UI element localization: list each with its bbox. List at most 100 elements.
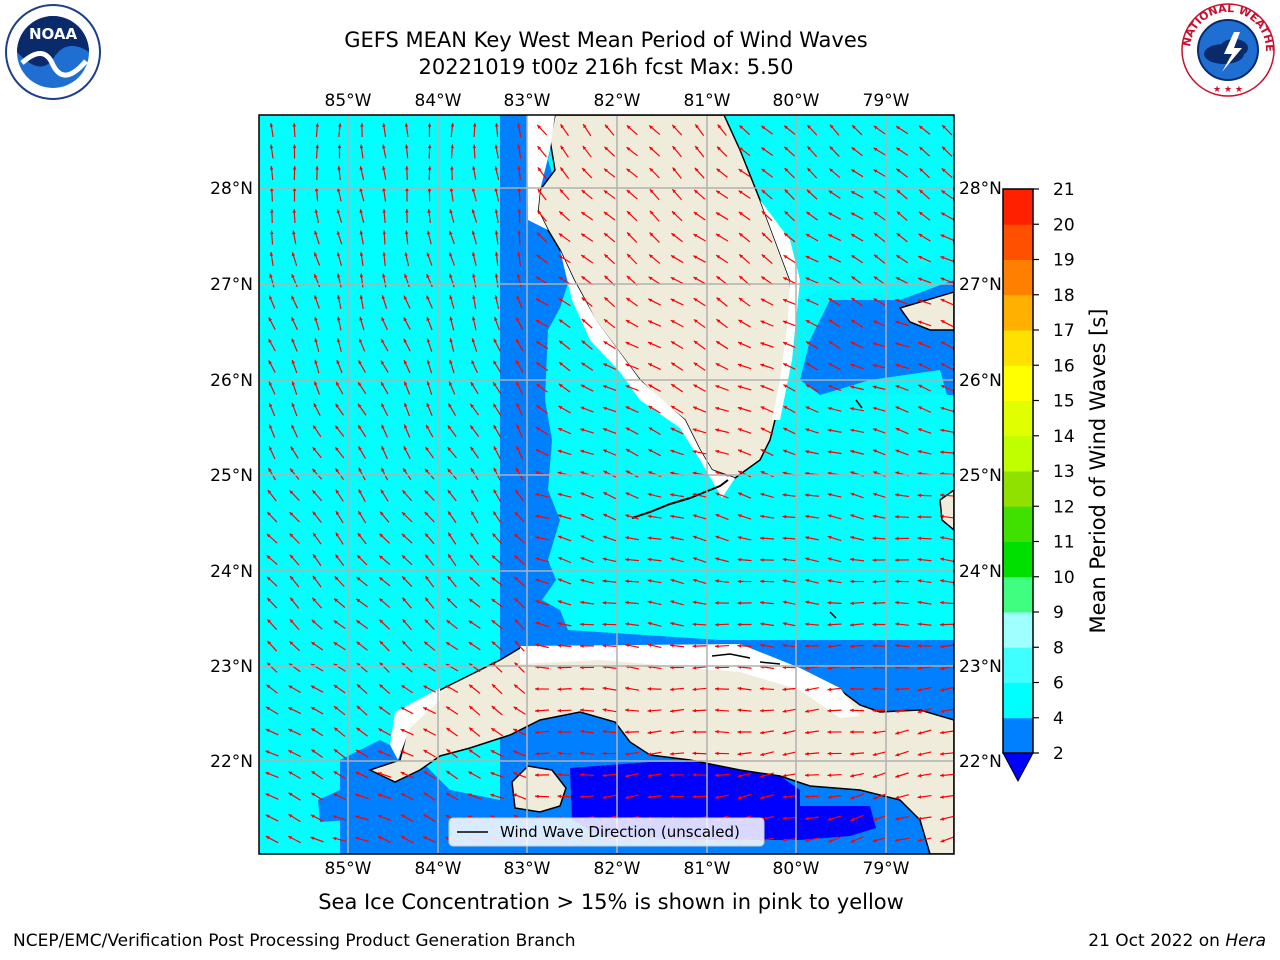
wave-direction-arrow xyxy=(917,384,932,392)
wave-direction-arrow xyxy=(782,816,797,821)
wave-direction-arrow xyxy=(805,557,819,563)
wave-direction-arrow xyxy=(939,773,954,778)
wave-direction-arrow xyxy=(557,427,572,435)
colorbar-tick-label: 2 xyxy=(1053,744,1064,764)
wave-direction-arrow xyxy=(400,706,414,715)
wave-direction-arrow xyxy=(378,597,391,609)
wave-direction-arrow xyxy=(872,428,887,434)
noaa-logo: NOAA xyxy=(5,4,101,100)
wave-direction-arrow xyxy=(693,255,706,263)
wind-wave-arrows xyxy=(265,122,954,844)
wave-direction-arrow xyxy=(517,208,522,224)
wave-direction-arrow xyxy=(738,146,751,157)
wave-direction-arrow xyxy=(737,514,752,520)
wave-direction-arrow xyxy=(894,515,910,519)
wave-direction-arrow xyxy=(491,683,503,695)
wave-direction-arrow xyxy=(624,730,640,734)
wave-direction-arrow xyxy=(873,168,886,178)
wave-direction-arrow xyxy=(491,576,503,587)
wave-direction-arrow xyxy=(289,597,300,609)
wave-direction-arrow xyxy=(783,146,796,157)
svg-text:85°W: 85°W xyxy=(325,91,372,111)
wave-direction-arrow xyxy=(468,620,481,629)
wave-direction-arrow xyxy=(692,450,707,455)
wave-direction-arrow xyxy=(849,730,865,734)
wave-direction-arrow xyxy=(381,295,388,309)
wave-direction-arrow xyxy=(806,124,818,136)
wave-direction-arrow xyxy=(939,579,954,584)
wave-direction-arrow xyxy=(669,493,685,498)
wave-direction-arrow xyxy=(356,576,368,587)
wave-direction-arrow xyxy=(490,727,504,737)
footer-credit: NCEP/EMC/Verification Post Processing Pr… xyxy=(13,931,576,951)
wave-direction-arrow xyxy=(336,273,342,288)
wave-direction-arrow xyxy=(647,341,662,349)
colorbar-tick-label: 15 xyxy=(1053,392,1075,412)
wave-direction-arrow xyxy=(669,751,685,756)
wave-direction-arrow xyxy=(692,578,707,585)
wave-direction-arrow xyxy=(849,601,865,606)
wave-direction-arrow xyxy=(289,533,300,544)
wave-direction-arrow xyxy=(400,750,414,757)
wave-direction-arrow xyxy=(872,406,887,413)
wave-direction-arrow xyxy=(382,273,387,288)
wave-direction-arrow xyxy=(448,252,456,266)
wave-direction-arrow xyxy=(579,794,595,799)
wave-direction-arrow xyxy=(872,342,887,348)
wave-direction-arrow xyxy=(827,708,842,713)
wave-direction-arrow xyxy=(715,362,729,371)
wave-direction-arrow xyxy=(895,427,909,435)
wave-direction-arrow xyxy=(557,449,572,456)
colorbar-band xyxy=(1003,612,1033,648)
wave-direction-arrow xyxy=(269,273,275,288)
colorbar-band xyxy=(1003,506,1033,542)
wave-direction-arrow xyxy=(759,686,775,691)
wave-direction-arrow xyxy=(517,144,522,159)
wave-direction-arrow xyxy=(580,535,594,542)
wave-direction-arrow xyxy=(850,297,864,307)
wave-direction-arrow xyxy=(917,428,932,434)
wave-direction-arrow xyxy=(310,792,324,801)
wave-direction-arrow xyxy=(377,793,392,800)
wave-direction-arrow xyxy=(827,535,842,542)
wave-direction-arrow xyxy=(827,687,842,692)
wave-direction-arrow xyxy=(292,122,297,138)
wave-direction-arrow xyxy=(470,381,479,395)
wave-direction-arrow xyxy=(359,144,364,159)
wave-direction-arrow xyxy=(358,360,366,373)
svg-text:23°N: 23°N xyxy=(210,657,253,677)
wave-direction-arrow xyxy=(447,553,457,567)
wave-direction-arrow xyxy=(491,640,503,652)
wave-direction-arrow xyxy=(579,729,595,734)
wave-direction-arrow xyxy=(782,536,797,541)
wave-direction-arrow xyxy=(494,251,499,267)
wave-direction-arrow xyxy=(626,232,638,243)
wave-direction-arrow xyxy=(827,730,842,734)
colorbar-band xyxy=(1003,224,1033,260)
wave-direction-arrow xyxy=(427,122,432,138)
wave-direction-arrow xyxy=(738,253,751,265)
wave-direction-arrow xyxy=(714,644,730,649)
wave-direction-arrow xyxy=(872,815,887,821)
wave-direction-arrow xyxy=(737,601,752,605)
wave-direction-arrow xyxy=(850,492,864,499)
wave-direction-arrow xyxy=(894,536,910,541)
wave-direction-arrow xyxy=(626,146,638,157)
wave-direction-arrow xyxy=(917,406,932,413)
wave-direction-arrow xyxy=(759,708,775,713)
wave-direction-arrow xyxy=(359,273,364,288)
wave-direction-arrow xyxy=(827,514,842,520)
wave-direction-arrow xyxy=(536,383,548,393)
wave-direction-arrow xyxy=(738,168,751,178)
wave-direction-arrow xyxy=(357,424,367,438)
wave-direction-arrow xyxy=(895,384,909,392)
wave-direction-arrow xyxy=(534,773,550,777)
wave-direction-arrow xyxy=(737,385,752,391)
wave-direction-arrow xyxy=(311,619,323,630)
wave-direction-arrow xyxy=(670,319,684,328)
wave-direction-arrow xyxy=(940,319,954,328)
wave-direction-arrow xyxy=(447,403,457,416)
wave-direction-arrow xyxy=(872,536,887,541)
wave-direction-arrow xyxy=(403,446,411,459)
wave-direction-arrow xyxy=(516,402,523,417)
